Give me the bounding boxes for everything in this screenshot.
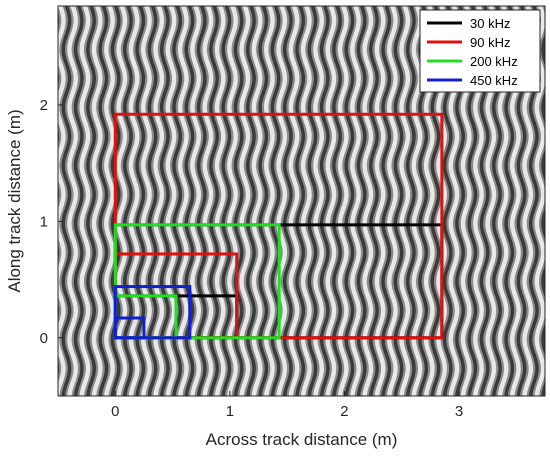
stripe-dark-5 [110, 6, 121, 396]
x-tick-label-1: 1 [226, 403, 234, 420]
stripe-light-2 [67, 6, 79, 396]
stripe-dark-26 [369, 6, 379, 396]
legend-label-200-khz: 200 kHz [470, 54, 518, 69]
stripe-dark-28 [393, 6, 404, 396]
stripe-dark-25 [356, 6, 367, 396]
stripe-dark-18 [270, 6, 281, 396]
stripe-light-13 [202, 6, 214, 396]
stripe-dark-16 [246, 6, 256, 396]
stripe-dark-24 [344, 6, 355, 396]
stripe-light-5 [104, 6, 115, 396]
stripe-dark-12 [196, 6, 207, 396]
stripe-dark-40 [541, 6, 545, 396]
stripe-light-24 [337, 6, 349, 396]
x-axis-label: Across track distance (m) [206, 430, 398, 449]
stripe-dark-4 [98, 6, 109, 396]
stripe-dark-22 [319, 6, 330, 396]
stripe-dark-9 [159, 6, 170, 396]
stripe-dark-17 [258, 6, 269, 396]
rect-200-khz-0 [113, 223, 281, 340]
stripe-dark-2 [73, 6, 84, 396]
stripe-light-23 [325, 6, 337, 396]
stripe-light-22 [313, 6, 325, 396]
stripe-light-28 [386, 6, 398, 396]
legend-label-90-khz: 90 kHz [470, 35, 510, 50]
ticks-layer: 0 1 2 3 0 1 2 [40, 97, 464, 420]
rectangles-layer [113, 112, 444, 340]
stripe-dark-27 [381, 6, 392, 396]
stripe-light-4 [91, 6, 103, 396]
stripe-light-16 [239, 6, 251, 396]
legend: 30 kHz 90 kHz 200 kHz 450 kHz [419, 9, 541, 93]
y-tick-label-0: 0 [40, 330, 48, 347]
y-tick-label-1: 1 [40, 213, 48, 230]
stripe-light-27 [374, 6, 386, 396]
stripe-dark-8 [147, 6, 158, 396]
stripe-light-14 [214, 6, 226, 396]
stripe-light-26 [362, 6, 374, 396]
stripe-light-40 [534, 6, 545, 396]
stripe-light-7 [128, 6, 140, 396]
stripe-dark-6 [123, 6, 133, 396]
y-axis-label: Along track distance (m) [5, 109, 24, 292]
stripe-dark-14 [221, 6, 232, 396]
rect-450-khz-0 [113, 285, 192, 340]
stripe-light-12 [190, 6, 202, 396]
y-tick-label-2: 2 [40, 97, 48, 114]
stripe-light-10 [165, 6, 177, 396]
stripe-light-29 [399, 6, 411, 396]
x-tick-label-3: 3 [455, 403, 463, 420]
stripe-light-25 [350, 6, 361, 396]
stripe-light-6 [116, 6, 128, 396]
stripe-light-30 [411, 6, 423, 396]
stripe-light-15 [227, 6, 238, 396]
stripe-light-18 [263, 6, 275, 396]
legend-label-450-khz: 450 kHz [470, 73, 518, 88]
stripe-light-17 [251, 6, 263, 396]
stripe-dark-7 [135, 6, 146, 396]
stripe-dark-21 [307, 6, 318, 396]
stripe-dark-1 [61, 6, 72, 396]
stripe-dark-29 [405, 6, 416, 396]
stripe-light-20 [288, 6, 300, 396]
stripe-dark-23 [332, 6, 342, 396]
x-tick-label-2: 2 [340, 403, 348, 420]
stripe-dark-19 [282, 6, 293, 396]
stripe-dark-20 [295, 6, 306, 396]
stripe-dark-3 [86, 6, 96, 396]
stripe-light-9 [153, 6, 165, 396]
plot-frame [57, 5, 546, 397]
stripe-dark-0 [58, 12, 60, 377]
stripe-light-21 [300, 6, 312, 396]
x-tick-label-0: 0 [111, 403, 119, 420]
stripe-light-3 [79, 6, 91, 396]
rect-450-khz-1 [113, 316, 146, 340]
legend-label-30-khz: 30 kHz [470, 16, 510, 31]
stripe-light-11 [177, 6, 189, 396]
stripe-dark-11 [184, 6, 195, 396]
stripe-dark-13 [209, 6, 219, 396]
